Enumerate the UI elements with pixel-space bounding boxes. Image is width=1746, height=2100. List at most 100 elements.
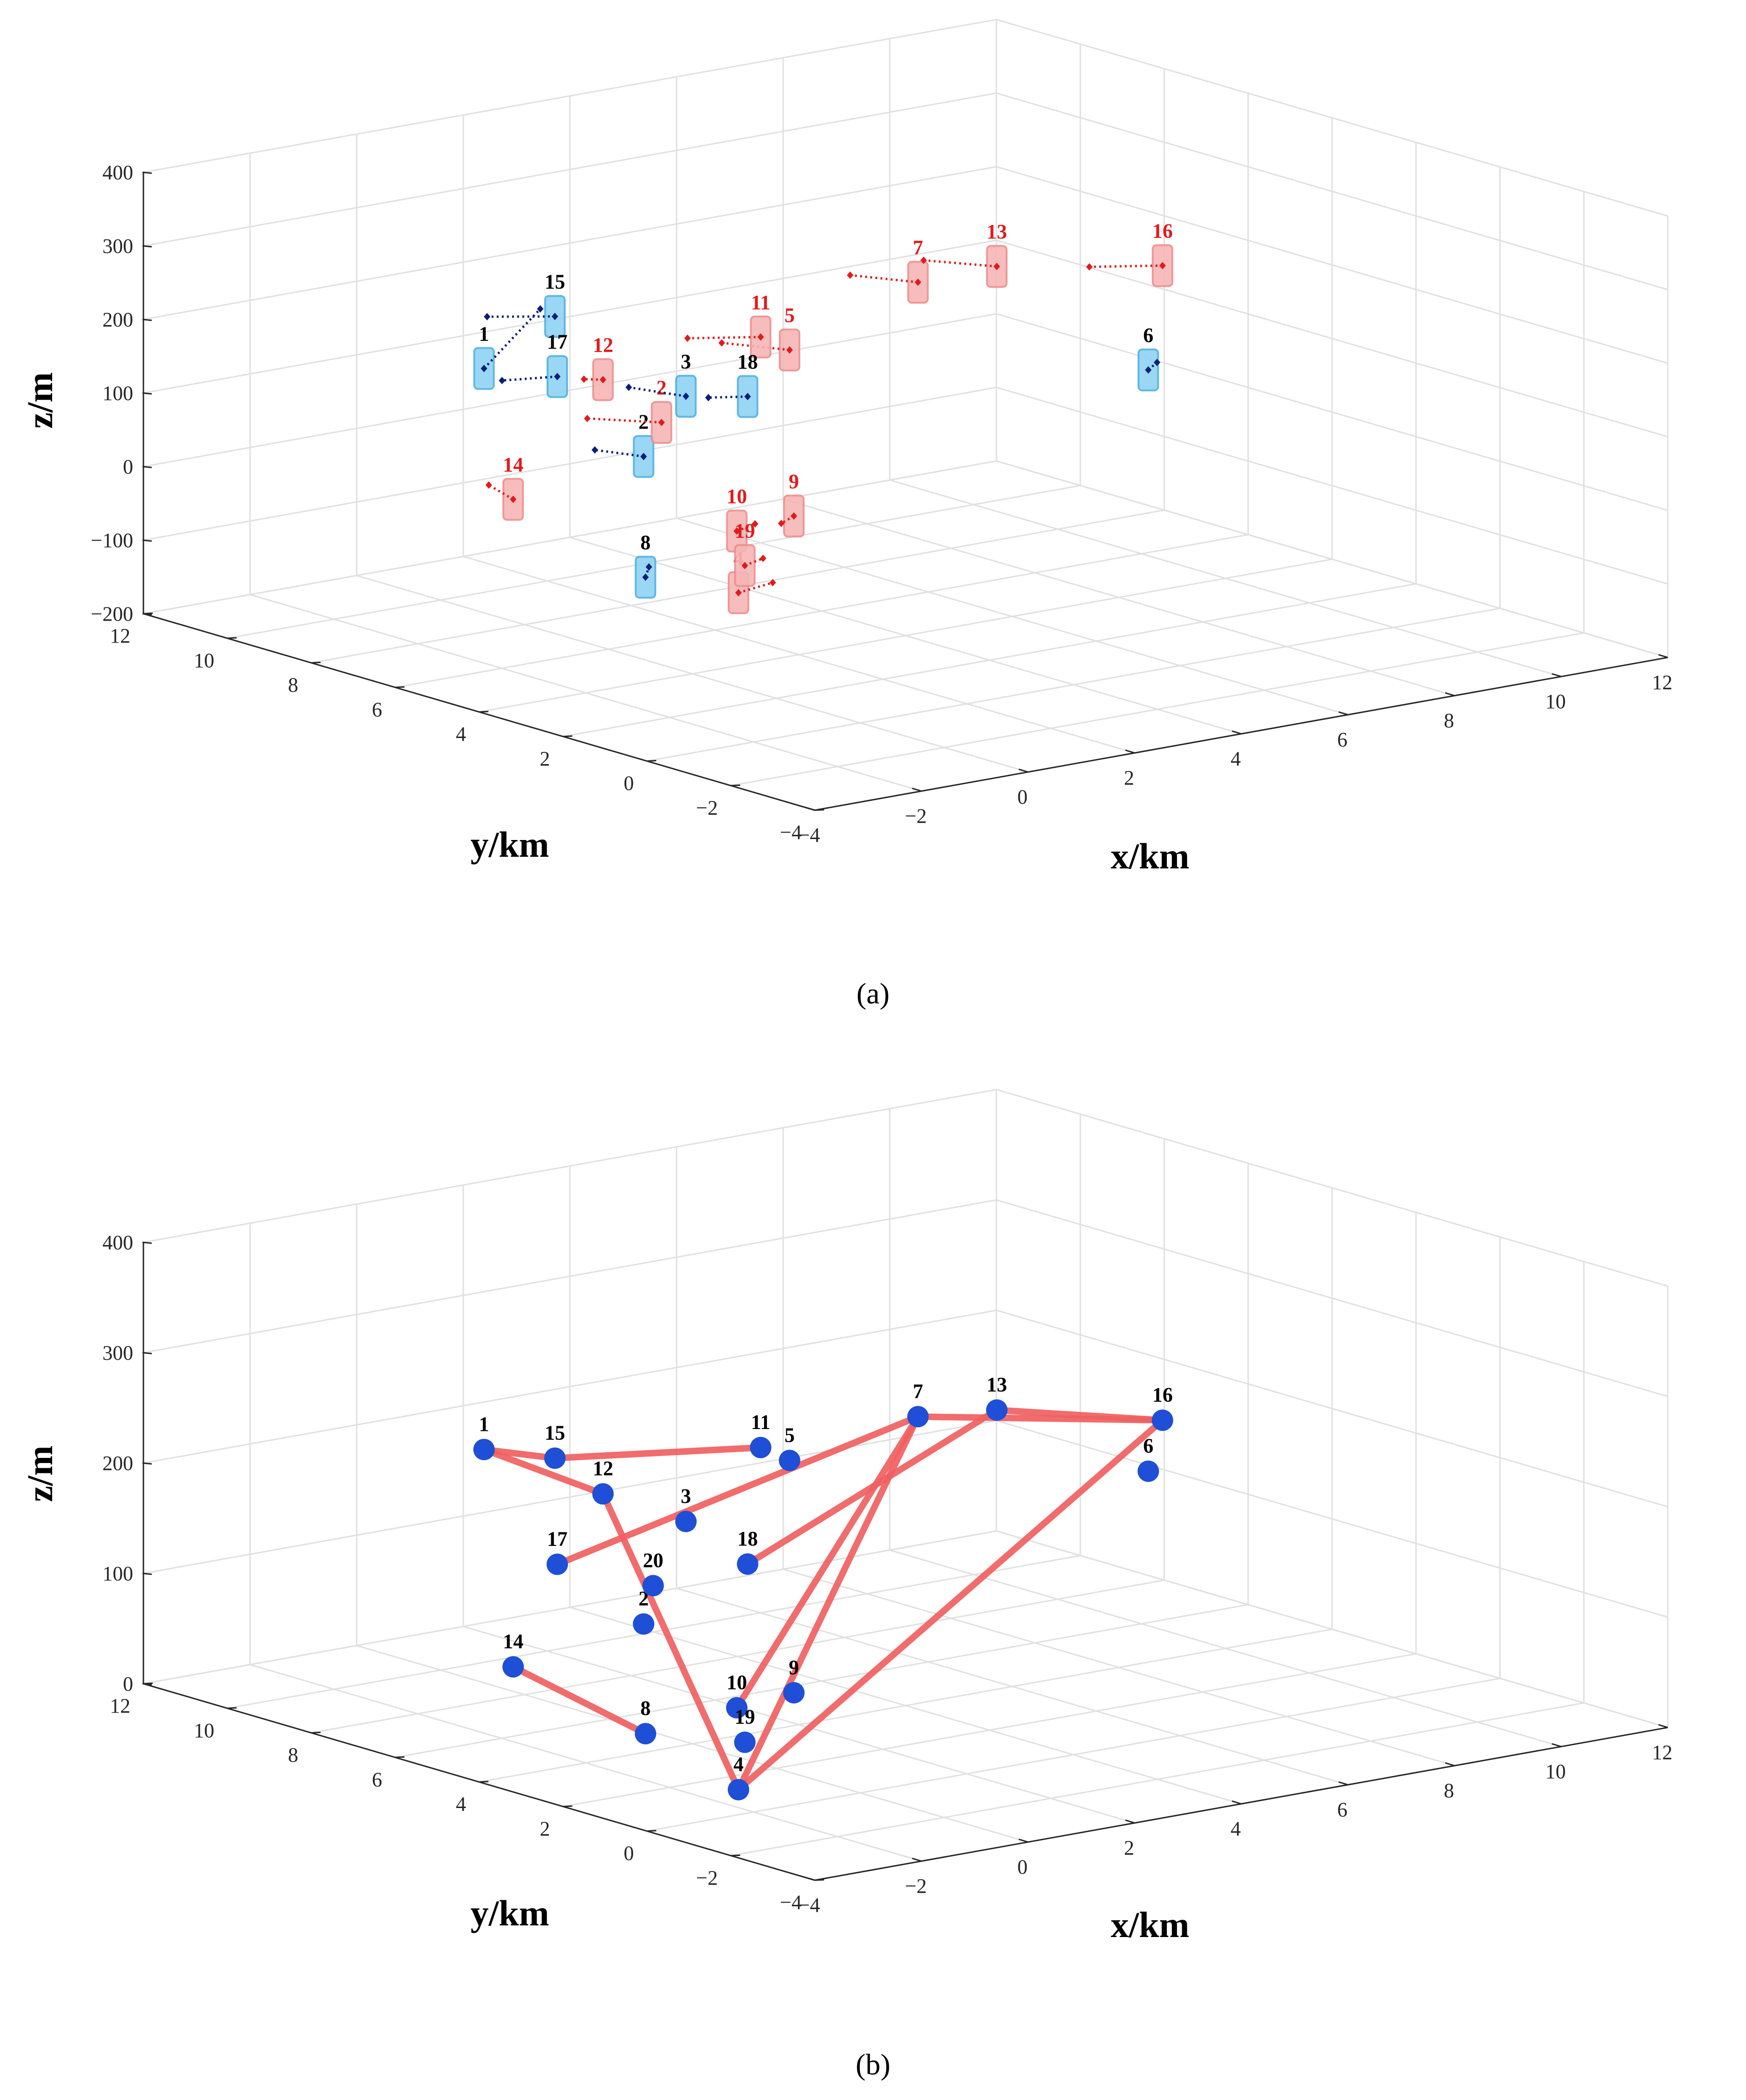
point-label: 11 <box>751 291 771 314</box>
node-11: 11 <box>750 1411 771 1458</box>
x-tick-label: 8 <box>1444 1779 1454 1802</box>
floor-gridline <box>311 1579 1164 1734</box>
x-tick <box>1232 1800 1242 1805</box>
y-tick-label: 6 <box>372 1768 382 1791</box>
drift-line <box>708 395 748 399</box>
point-marker <box>683 393 690 400</box>
point-marker <box>757 333 764 341</box>
point-14-red: 14 <box>485 453 524 521</box>
x-tick <box>1125 1819 1135 1824</box>
wall-gridline <box>143 386 997 541</box>
node-label: 15 <box>545 1422 565 1444</box>
point-end-marker <box>499 377 506 385</box>
x-tick-label: 4 <box>1231 747 1241 770</box>
point-18-blue: 18 <box>705 351 758 418</box>
node-marker <box>726 1697 748 1719</box>
node-16: 16 <box>1151 1383 1173 1431</box>
point-2-red: 2 <box>584 376 672 444</box>
z-tick <box>142 539 152 542</box>
x-tick-label: 2 <box>1124 766 1134 789</box>
drift-line <box>483 308 541 370</box>
wall-gridline <box>996 386 1668 585</box>
drift-line <box>736 522 756 532</box>
point-end-marker <box>759 555 766 562</box>
y-tick <box>143 1682 153 1685</box>
x-tick <box>805 1876 815 1881</box>
drift-line <box>502 375 558 382</box>
ticks-a: 4003002001000−100−200121086420−2−4−4−202… <box>91 161 1672 847</box>
link-15-11 <box>551 1444 764 1462</box>
x-tick <box>1445 692 1455 697</box>
y-tick-label: −2 <box>696 796 718 819</box>
x-tick-label: 4 <box>1231 1817 1241 1840</box>
node-10: 10 <box>726 1671 748 1719</box>
point-label: 2 <box>638 410 649 433</box>
wall-gridline <box>143 19 997 173</box>
node-label: 14 <box>503 1630 523 1653</box>
y-tick <box>731 1854 740 1856</box>
point-end-marker <box>1154 359 1161 366</box>
node-label: 11 <box>751 1411 771 1434</box>
z-tick-label: 100 <box>102 382 133 405</box>
x-tick <box>1232 730 1242 735</box>
y-tick-label: 12 <box>110 1694 130 1717</box>
floor-gridline <box>676 517 1348 716</box>
point-17-blue: 17 <box>499 331 568 398</box>
node-label: 16 <box>1152 1383 1173 1406</box>
point-1-blue: 1 <box>473 305 544 390</box>
point-end-marker <box>591 446 598 454</box>
ylabel-a: y/km <box>470 824 549 865</box>
node-marker <box>907 1406 929 1428</box>
y-tick-label: 12 <box>110 624 130 647</box>
x-tick-label: 8 <box>1444 709 1454 732</box>
wall-gridline <box>996 19 1668 217</box>
z-tick-label: 200 <box>102 308 133 331</box>
y-tick-label: −4 <box>780 1891 802 1914</box>
point-label: 9 <box>789 470 799 493</box>
wall-gridline <box>996 1530 1668 1728</box>
node-label: 6 <box>1143 1435 1153 1457</box>
node-7: 7 <box>907 1380 929 1428</box>
z-tick-label: 300 <box>102 235 133 257</box>
node-label: 12 <box>593 1457 613 1480</box>
node-marker <box>734 1731 756 1753</box>
y-tick-label: 8 <box>288 674 298 697</box>
node-3: 3 <box>675 1485 697 1532</box>
x-tick-label: −2 <box>905 805 927 827</box>
wall-gridline <box>996 1089 1668 1287</box>
floor-gridline <box>889 479 1562 677</box>
point-end-marker <box>769 579 776 587</box>
point-5-red: 5 <box>718 304 800 372</box>
z-tick <box>142 171 152 174</box>
x-tick-label: 6 <box>1337 1798 1347 1821</box>
node-label: 5 <box>785 1423 795 1446</box>
x-tick <box>1445 1762 1455 1767</box>
z-tick <box>142 392 152 395</box>
point-end-marker <box>484 313 491 321</box>
y-tick <box>563 735 573 738</box>
z-tick-label: 300 <box>102 1341 133 1364</box>
x-tick-label: 0 <box>1017 786 1028 808</box>
node-marker <box>737 1553 758 1575</box>
point-19-red: 19 <box>734 520 766 587</box>
y-tick <box>479 711 489 713</box>
y-tick-label: 10 <box>194 1719 214 1742</box>
link-1-15 <box>480 1446 558 1462</box>
x-tick <box>1125 749 1135 754</box>
link-8-14 <box>510 1663 649 1737</box>
point-label: 15 <box>545 271 565 293</box>
node-label: 1 <box>479 1413 489 1436</box>
point-end-marker <box>584 414 591 422</box>
node-label: 10 <box>726 1671 747 1694</box>
z-tick-label: −200 <box>91 603 133 625</box>
wall-gridline <box>996 460 1668 658</box>
node-18: 18 <box>737 1527 758 1575</box>
x-tick-label: −4 <box>799 1894 820 1917</box>
drift-line <box>850 274 918 284</box>
point-end-marker <box>537 305 544 313</box>
node-4: 4 <box>728 1753 750 1801</box>
drift-line <box>744 557 764 567</box>
y-tick-label: 6 <box>372 698 382 721</box>
node-marker <box>728 1779 750 1801</box>
